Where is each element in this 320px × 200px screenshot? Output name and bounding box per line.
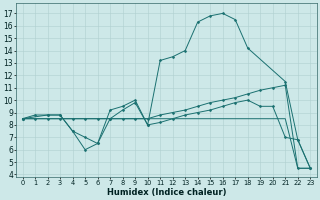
X-axis label: Humidex (Indice chaleur): Humidex (Indice chaleur) xyxy=(107,188,226,197)
